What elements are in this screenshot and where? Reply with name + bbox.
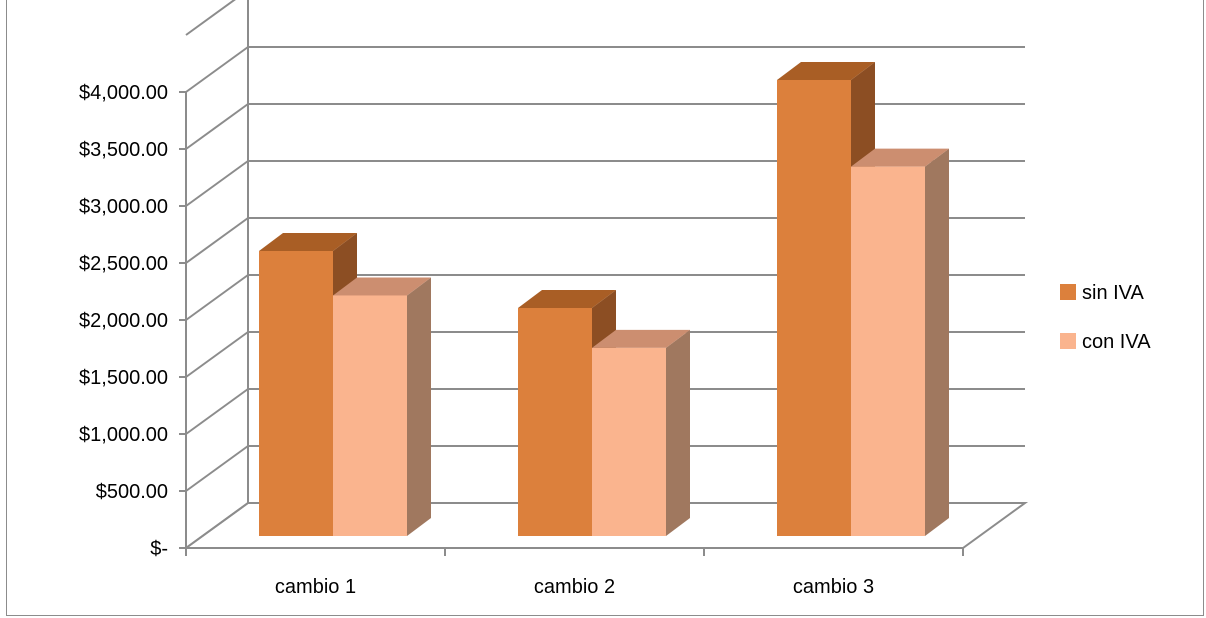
y-tick-label: $2,000.00 <box>79 310 168 332</box>
side-gridline <box>185 160 249 207</box>
bar-front <box>851 166 925 536</box>
side-gridline <box>185 217 249 264</box>
bar-side <box>666 329 690 536</box>
legend-label: con IVA <box>1082 331 1151 353</box>
bar-side <box>925 148 949 536</box>
side-gridline <box>185 388 249 435</box>
y-tick-label: $500.00 <box>96 481 168 503</box>
category-label: cambio 3 <box>793 576 874 598</box>
side-gridline <box>185 0 236 36</box>
y-tick-label: $1,500.00 <box>79 367 168 389</box>
category-label: cambio 2 <box>534 576 615 598</box>
bar-front <box>518 308 592 536</box>
side-gridline <box>185 445 249 492</box>
bar-front <box>777 80 851 536</box>
axes <box>179 0 1029 556</box>
legend-swatch <box>1060 333 1076 349</box>
category-label: cambio 1 <box>275 576 356 598</box>
bar-con-iva-2 <box>592 329 690 536</box>
bar-top <box>592 329 690 348</box>
bar-front <box>333 295 407 536</box>
bar-top <box>259 233 357 251</box>
side-gridline <box>185 46 249 93</box>
side-gridline <box>185 331 249 378</box>
bar-side <box>407 277 431 536</box>
bar-con-iva-3 <box>851 148 949 536</box>
bar-con-iva-1 <box>333 277 431 536</box>
legend-swatch <box>1060 284 1076 300</box>
y-axis-tick-labels: $- $500.00 $1,000.00 $1,500.00 $2,000.00 $2,5… <box>79 82 168 560</box>
y-tick-label: $- <box>150 538 168 560</box>
bar-top <box>333 277 431 296</box>
y-tick-label: $1,000.00 <box>79 424 168 446</box>
bar-front <box>259 251 333 536</box>
y-tick-label: $3,000.00 <box>79 196 168 218</box>
x-axis-category-labels: cambio 1 cambio 2 cambio 3 <box>275 576 874 598</box>
bar-front <box>592 347 666 536</box>
legend-label: sin IVA <box>1082 282 1145 304</box>
bar-top <box>518 290 616 308</box>
legend: sin IVA con IVA <box>1060 282 1151 353</box>
side-gridline <box>185 103 249 150</box>
y-tick-label: $2,500.00 <box>79 253 168 275</box>
bar-top <box>851 148 949 167</box>
bar-top <box>777 62 875 80</box>
side-gridline <box>185 274 249 321</box>
y-tick-label: $4,000.00 <box>79 82 168 104</box>
bars <box>259 62 949 536</box>
y-tick-label: $3,500.00 <box>79 139 168 161</box>
